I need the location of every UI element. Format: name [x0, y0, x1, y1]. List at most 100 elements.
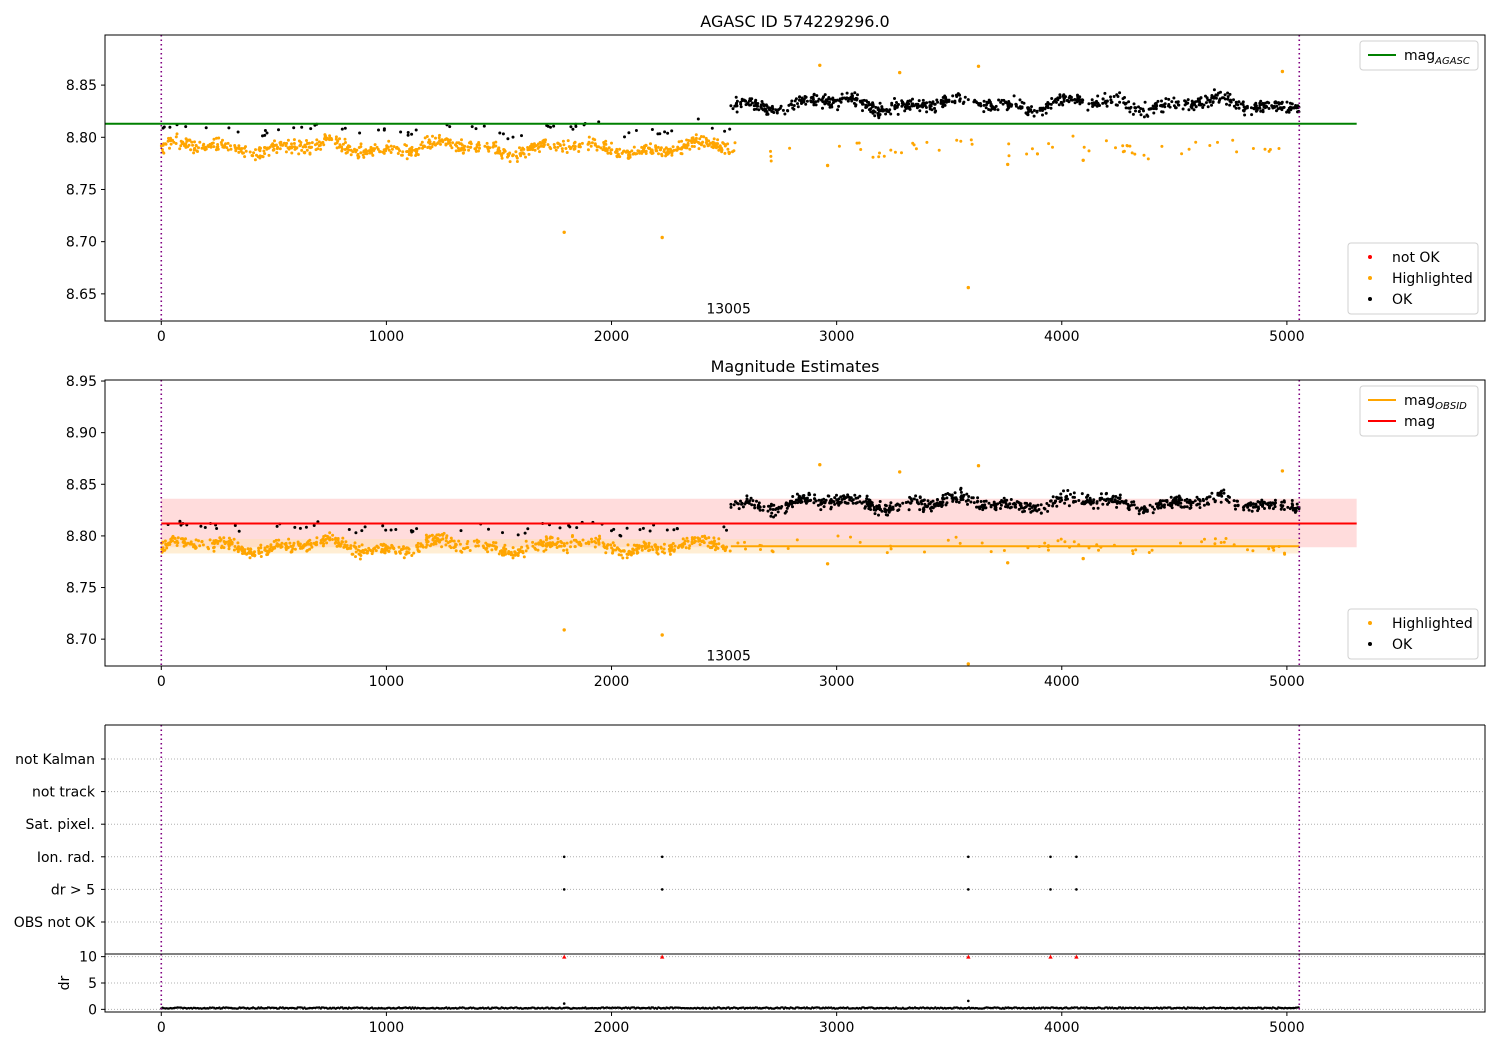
agasc-highlighted-point	[416, 153, 420, 157]
agasc-ok-point	[1264, 104, 1268, 108]
agasc-highlighted-point	[401, 150, 405, 154]
agasc-ok-point	[1109, 95, 1112, 99]
estimates-highlighted-point	[606, 543, 610, 547]
estimates-highlighted-point	[194, 538, 198, 542]
agasc-ok-point	[794, 97, 798, 101]
agasc-highlighted-point	[492, 144, 496, 148]
agasc-highlighted-point	[666, 147, 670, 151]
estimates-data-layer	[160, 463, 1357, 666]
estimates-ok-point	[1051, 495, 1055, 499]
agasc-highlighted-point	[174, 135, 178, 139]
estimates-highlighted-point	[656, 547, 660, 551]
agasc-ok-point	[906, 106, 910, 110]
agasc-highlighted-point	[267, 153, 271, 157]
agasc-highlighted-point	[628, 155, 632, 159]
estimates-highlighted-point	[708, 541, 712, 545]
estimates-ok-point	[987, 501, 991, 505]
agasc-highlighted-point	[370, 151, 374, 155]
estimates-highlighted-point	[246, 551, 250, 555]
agasc-highlighted-point	[292, 142, 296, 145]
agasc-ok-point	[1035, 109, 1039, 113]
agasc-highlighted-point	[855, 141, 859, 145]
dr-point	[967, 999, 970, 1003]
estimates-highlighted-point	[714, 542, 718, 546]
estimates-highlighted-point	[524, 549, 528, 553]
estimates-ok-point	[779, 506, 783, 510]
agasc-ok-point	[1074, 98, 1078, 102]
agasc-highlighted-point	[955, 138, 959, 142]
estimates-ok-point	[487, 527, 490, 531]
estimates-highlighted-point	[556, 537, 560, 541]
estimates-highlighted-point	[460, 550, 464, 554]
agasc-ok-point	[1096, 94, 1100, 98]
agasc-ok-point	[1148, 107, 1152, 111]
estimates-ok-point	[304, 525, 308, 529]
estimates-ok-point	[829, 505, 833, 509]
agasc-ok-point	[1172, 104, 1176, 108]
estimates-highlighted-point	[334, 540, 338, 544]
estimates-highlighted-point	[400, 547, 404, 551]
estimates-ok-point	[1249, 501, 1253, 505]
estimates-highlighted-point	[635, 543, 639, 547]
agasc-ok-point	[1183, 103, 1187, 107]
agasc-highlighted-point	[666, 152, 670, 156]
estimates-highlighted-point	[424, 538, 428, 542]
estimates-highlighted-point	[454, 549, 458, 553]
agasc-highlighted-point	[305, 139, 308, 142]
estimates-ok-point	[1198, 499, 1202, 503]
agasc-highlighted-point	[226, 148, 230, 152]
agasc-data-layer	[105, 63, 1357, 290]
estimates-ok-point	[1066, 497, 1069, 501]
agasc-ok-point	[996, 108, 1000, 112]
estimates-ok-point	[989, 503, 993, 507]
estimates-highlighted-point	[625, 556, 629, 560]
agasc-ok-point	[985, 100, 989, 104]
agasc-highlighted-point	[396, 152, 400, 155]
agasc-highlighted-point	[624, 150, 628, 154]
agasc-ok-point	[734, 102, 738, 106]
estimates-highlighted-point	[720, 545, 724, 549]
agasc-highlighted-point	[454, 149, 458, 153]
flags-flag-point	[1075, 855, 1078, 859]
estimates-highlighted-point	[227, 540, 231, 543]
estimates-highlighted-point	[436, 538, 440, 542]
agasc-ok-point	[754, 107, 758, 111]
agasc-ok-point	[1190, 99, 1194, 103]
agasc-ok-point	[871, 104, 875, 108]
estimates-ok-point	[840, 498, 844, 501]
estimates-highlighted-point	[1267, 547, 1271, 551]
agasc-ok-point	[742, 98, 746, 102]
estimates-ytick-label: 8.70	[66, 632, 97, 648]
agasc-ok-point	[1236, 103, 1240, 107]
agasc-ok-point	[1080, 98, 1084, 102]
estimates-highlighted-point	[1222, 540, 1226, 544]
agasc-highlighted-point	[414, 148, 418, 152]
agasc-highlighted-point	[389, 144, 393, 148]
agasc-ok-point	[501, 132, 505, 136]
agasc-ok-point	[854, 104, 858, 108]
estimates-ok-point	[1188, 498, 1192, 502]
agasc-highlighted-point	[278, 147, 282, 151]
estimates-highlighted-point	[250, 553, 254, 557]
agasc-highlighted-point	[202, 142, 206, 146]
estimates-highlighted-point	[1203, 537, 1206, 541]
estimates-highlighted-point	[500, 549, 504, 553]
agasc-ok-point	[1254, 104, 1258, 108]
agasc-highlighted-point	[174, 142, 178, 145]
estimates-highlighted-point	[502, 546, 506, 550]
estimates-highlighted-point	[660, 633, 664, 637]
estimates-highlighted-point	[184, 543, 188, 547]
agasc-highlighted-point	[276, 145, 280, 149]
estimates-ok-point	[942, 497, 946, 501]
estimates-ok-point	[891, 505, 895, 509]
estimates-ok-point	[746, 500, 750, 504]
agasc-ok-point	[1080, 100, 1084, 104]
agasc-highlighted-point	[694, 133, 698, 137]
estimates-ok-point	[907, 508, 911, 512]
estimates-highlighted-point	[472, 539, 476, 543]
estimates-ok-point	[769, 514, 773, 518]
estimates-ok-point	[1256, 505, 1260, 509]
estimates-ok-point	[962, 493, 966, 497]
agasc-ok-point	[749, 103, 753, 107]
